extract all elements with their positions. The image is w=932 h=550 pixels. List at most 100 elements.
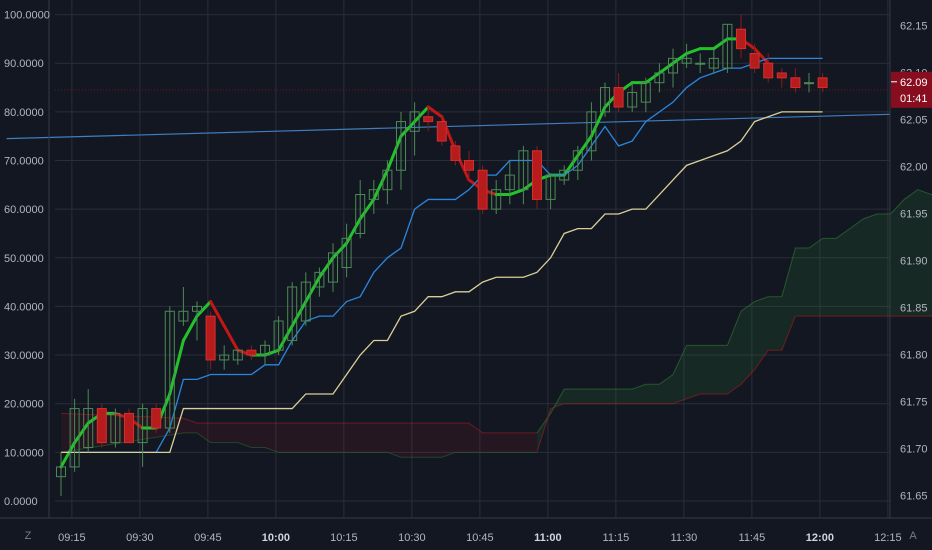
last-price-label: 62.09 [900, 77, 928, 89]
right-axis-tick: 61.75 [900, 396, 928, 408]
candle-body [124, 412, 134, 444]
momentum-line-segment [576, 134, 593, 158]
right-axis-tick: 61.90 [900, 255, 928, 267]
candle-body [613, 87, 624, 108]
momentum-line-segment [263, 348, 281, 357]
left-axis-tick: 100.0000 [4, 10, 50, 22]
candle-body [83, 408, 94, 448]
candle-body [790, 77, 801, 89]
candle-body [396, 121, 406, 171]
candle-body [300, 281, 311, 322]
momentum-line-segment [399, 120, 417, 138]
cloud-span-a-bull [536, 189, 932, 434]
momentum-line-segment [712, 37, 729, 51]
candle-body [110, 412, 121, 444]
candle-body [749, 53, 760, 69]
candle-body [69, 408, 80, 468]
time-axis-tick: 09:45 [194, 532, 222, 544]
candle-body [695, 62, 706, 65]
candle-body [804, 82, 814, 85]
candle-body [600, 87, 610, 113]
candle-body [328, 252, 338, 283]
left-axis-tick: 50.0000 [4, 253, 44, 265]
time-axis-background [0, 519, 932, 550]
countdown-label: 01:41 [900, 93, 928, 105]
candle-body [355, 194, 366, 234]
left-axis-tick: 90.0000 [4, 58, 44, 70]
trend-line[interactable] [6, 113, 891, 140]
cloud-area [60, 189, 932, 458]
right-axis-tick: 61.95 [900, 208, 928, 220]
time-axis-tick: 09:30 [126, 532, 154, 544]
momentum-line-segment [290, 300, 308, 328]
candle-body [287, 286, 298, 341]
candle-body [232, 349, 243, 361]
candle-body [151, 408, 162, 429]
candle-body [681, 57, 692, 64]
left-axis-tick: 0.0000 [4, 496, 38, 508]
candles [56, 14, 828, 497]
candle-body [409, 111, 420, 132]
time-axis-tick: 12:15 [874, 532, 902, 544]
candle-body [491, 189, 502, 210]
momentum-line-segment [331, 241, 349, 260]
time-axis-tick: 12:00 [806, 532, 834, 544]
grid [55, 0, 890, 518]
candle-body [314, 271, 325, 288]
momentum-line-segment [222, 324, 240, 352]
left-axis-tick: 40.0000 [4, 301, 44, 313]
momentum-line-segment [73, 421, 90, 445]
auto-scale-z-button[interactable]: Z [24, 530, 32, 542]
candle-body [96, 408, 107, 444]
momentum-line-segment [562, 154, 580, 177]
candle-body [545, 174, 556, 200]
candle-body [763, 62, 774, 79]
time-axis-tick: 10:45 [466, 532, 494, 544]
time-axis-tick: 10:30 [398, 532, 426, 544]
candle-body [817, 77, 828, 89]
candle-body [178, 310, 189, 322]
momentum-line-segment [413, 105, 430, 124]
momentum-line-segment [277, 324, 294, 352]
candle-body [736, 28, 746, 50]
candle-body [504, 174, 515, 191]
trend-line-layer[interactable] [6, 113, 891, 140]
candle-body [382, 169, 393, 191]
time-axis-tick: 09:15 [58, 532, 86, 544]
candle-body [477, 169, 488, 210]
cloud-bull-fill [537, 189, 932, 453]
candle-body [273, 320, 284, 351]
right-axis-tick: 61.85 [900, 302, 928, 314]
candle-body [464, 160, 474, 171]
candle-body [164, 310, 175, 429]
candle-body [192, 305, 202, 312]
momentum-line-segment [304, 275, 321, 304]
time-axis-tick: 10:15 [330, 532, 358, 544]
candle-body [776, 72, 787, 79]
candle-body [627, 91, 638, 108]
candle-body [137, 408, 148, 444]
momentum-line-segment [753, 47, 770, 65]
fast-line [61, 57, 823, 453]
cloud-span-a-bear [60, 412, 537, 434]
momentum-line-segment [168, 338, 185, 396]
momentum-line-segment [426, 105, 444, 119]
right-axis-tick: 62.05 [900, 114, 928, 126]
left-axis-tick: 80.0000 [4, 107, 44, 119]
momentum-line-segment [195, 300, 213, 318]
auto-scale-a-button[interactable]: A [909, 530, 917, 542]
last-price-badge [891, 71, 932, 108]
candle-body [436, 121, 447, 142]
cloud-span-b-bull [536, 315, 932, 453]
left-axis-tick: 20.0000 [4, 399, 44, 411]
cloud-span-b-bear [60, 432, 537, 458]
time-axis-tick: 11:30 [671, 532, 698, 544]
left-axis-tick: 60.0000 [4, 204, 44, 216]
momentum-line-segment [685, 47, 702, 56]
time-axis-tick: 10:00 [262, 532, 290, 544]
candle-body [246, 349, 257, 356]
momentum-line-segment [358, 197, 376, 221]
candle-body [219, 354, 230, 361]
candle-body [708, 57, 719, 69]
